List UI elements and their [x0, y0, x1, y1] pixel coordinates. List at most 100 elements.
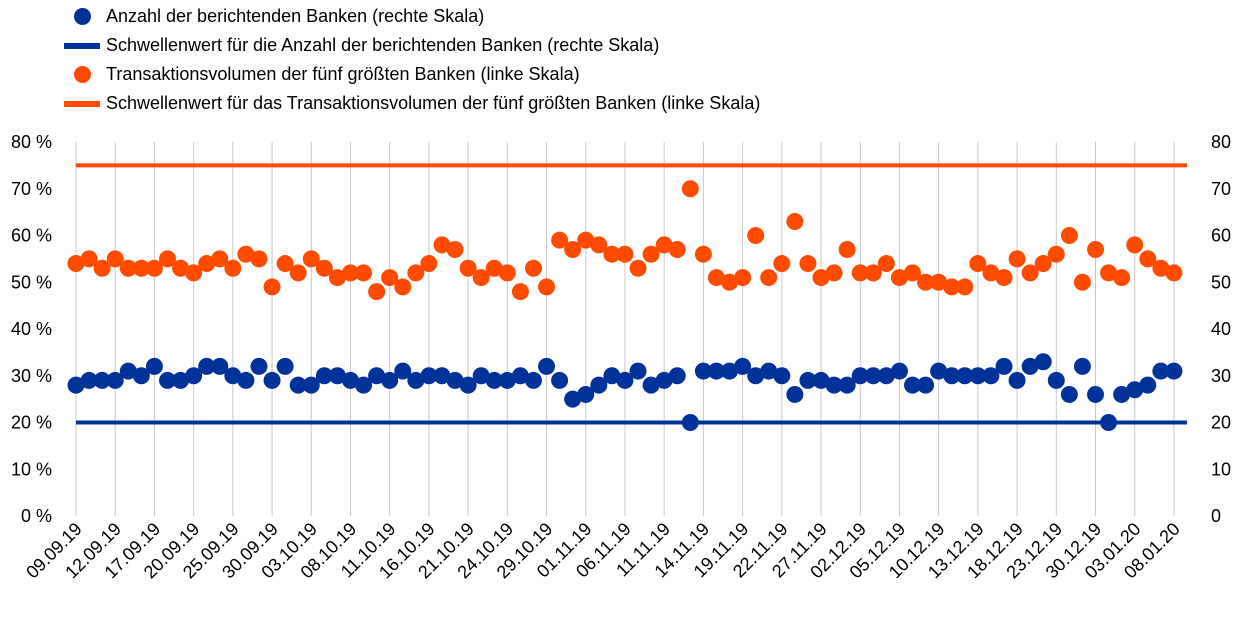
data-point: [211, 357, 229, 375]
data-point: [407, 371, 425, 389]
data-point: [786, 212, 804, 230]
left-axis-tick-label: 0 %: [21, 506, 52, 526]
data-point: [851, 367, 869, 385]
data-point: [1021, 264, 1039, 282]
data-point: [172, 371, 190, 389]
data-point: [799, 255, 817, 273]
data-point: [132, 367, 150, 385]
data-point: [1047, 245, 1065, 263]
data-point: [263, 278, 281, 296]
data-point: [721, 273, 739, 291]
data-point: [629, 362, 647, 380]
data-point: [355, 376, 373, 394]
data-point: [982, 264, 1000, 282]
data-point: [603, 245, 621, 263]
data-point: [1087, 241, 1105, 259]
data-point: [1060, 385, 1078, 403]
data-point: [1126, 236, 1144, 254]
data-point: [1139, 376, 1157, 394]
data-point: [67, 255, 85, 273]
left-axis-tick-label: 20 %: [11, 413, 52, 433]
data-point: [603, 367, 621, 385]
data-point: [877, 367, 895, 385]
data-point: [917, 376, 935, 394]
data-point: [250, 357, 268, 375]
data-point: [838, 376, 856, 394]
legend-item-volume: Transaktionsvolumen der fünf größten Ban…: [64, 60, 760, 89]
right-axis-tick-label: 40: [1211, 319, 1231, 339]
data-point: [747, 367, 765, 385]
data-point: [707, 362, 725, 380]
data-point: [538, 278, 556, 296]
legend-item-volume-threshold: Schwellenwert für das Transaktionsvolume…: [64, 89, 760, 118]
data-point: [368, 283, 386, 301]
data-point: [524, 259, 542, 277]
data-point: [812, 269, 830, 287]
right-axis-tick-label: 30: [1211, 366, 1231, 386]
data-point: [459, 259, 477, 277]
data-point: [1165, 362, 1183, 380]
data-point: [655, 236, 673, 254]
data-point: [1060, 227, 1078, 244]
data-point: [211, 250, 229, 268]
data-point: [237, 371, 255, 389]
data-point: [302, 376, 320, 394]
data-point: [786, 385, 804, 403]
data-point: [185, 367, 203, 385]
data-point: [381, 371, 399, 389]
data-point: [890, 269, 908, 287]
legend-blue-line-marker: [64, 42, 100, 49]
data-point: [446, 241, 464, 259]
data-point: [694, 362, 712, 380]
data-point: [1008, 250, 1026, 268]
data-point: [969, 255, 987, 273]
data-point: [681, 414, 699, 431]
series-volume: [67, 180, 1183, 301]
data-point: [341, 371, 359, 389]
data-point: [1126, 381, 1144, 399]
data-point: [930, 362, 948, 380]
data-point: [995, 357, 1013, 375]
data-point: [394, 278, 412, 296]
data-point: [577, 385, 595, 403]
data-point: [747, 227, 765, 244]
data-point: [1113, 269, 1131, 287]
left-axis-tick-label: 70 %: [11, 179, 52, 199]
data-point: [825, 376, 843, 394]
data-point: [394, 362, 412, 380]
data-point: [315, 367, 333, 385]
left-axis-tick-label: 40 %: [11, 319, 52, 339]
data-point: [472, 269, 490, 287]
data-point: [943, 367, 961, 385]
data-point: [551, 371, 569, 389]
data-point: [838, 241, 856, 259]
right-axis-tick-label: 0: [1211, 506, 1221, 526]
data-point: [694, 245, 712, 263]
legend-orange-dot-marker: [73, 66, 91, 83]
gridlines: [75, 142, 1175, 516]
data-point: [577, 231, 595, 249]
data-point: [1034, 255, 1052, 273]
left-axis-tick-label: 80 %: [11, 132, 52, 152]
data-point: [1087, 385, 1105, 403]
legend-orange-line-marker: [64, 100, 100, 107]
legend-label: Transaktionsvolumen der fünf größten Ban…: [106, 64, 580, 84]
data-point: [132, 259, 150, 277]
data-point: [707, 269, 725, 287]
right-axis-tick-label: 70: [1211, 179, 1231, 199]
data-point: [851, 264, 869, 282]
data-point: [145, 259, 163, 277]
data-point: [760, 269, 778, 287]
legend-item-banks-threshold: Schwellenwert für die Anzahl der bericht…: [64, 31, 760, 60]
data-point: [1008, 371, 1026, 389]
data-point: [158, 371, 176, 389]
data-point: [93, 259, 111, 277]
data-point: [1100, 264, 1118, 282]
data-point: [420, 255, 438, 273]
data-point: [433, 236, 451, 254]
data-point: [263, 371, 281, 389]
data-point: [459, 376, 477, 394]
data-point: [642, 245, 660, 263]
data-point: [877, 255, 895, 273]
